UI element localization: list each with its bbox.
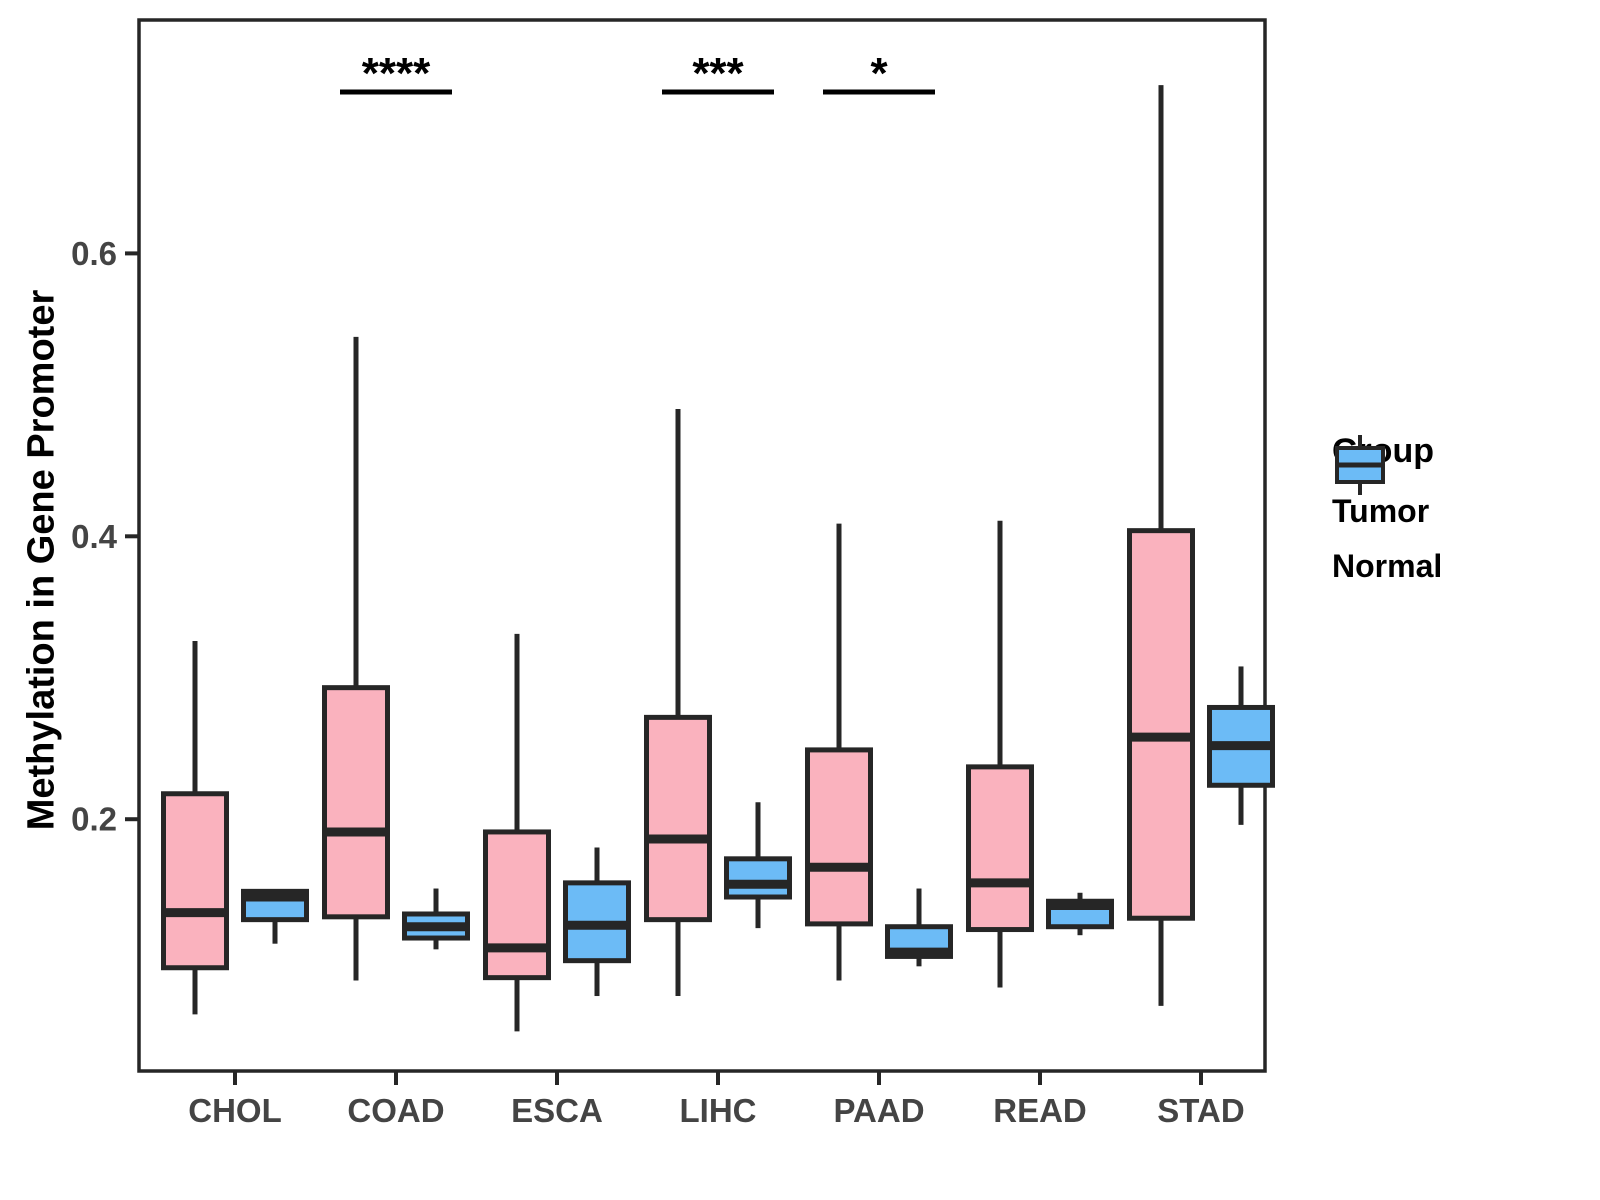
x-tick-label-STAD: STAD — [1157, 1092, 1244, 1129]
boxplot-LIHC-Tumor — [644, 408, 712, 997]
legend: Group Tumor Normal — [1332, 432, 1442, 603]
legend-label-tumor: Tumor — [1332, 493, 1430, 529]
box-iqr — [805, 747, 873, 927]
boxplot-COAD-Tumor — [322, 336, 390, 981]
boxplot-READ-Tumor — [966, 520, 1034, 988]
x-tick-label-READ: READ — [993, 1092, 1087, 1129]
y-tick-label: 0.2 — [71, 801, 117, 838]
box-iqr — [322, 685, 390, 920]
boxplot-ESCA-Normal — [563, 847, 631, 997]
box-iqr — [966, 764, 1034, 933]
boxplot-PAAD-Tumor — [805, 523, 873, 981]
box-iqr — [161, 791, 229, 971]
x-tick-label-LIHC: LIHC — [680, 1092, 757, 1129]
normal-boxplot-key-icon — [1335, 435, 1385, 495]
significance-COAD: **** — [340, 49, 452, 98]
box-iqr — [483, 829, 551, 981]
legend-item-tumor: Tumor — [1332, 435, 1442, 530]
significance-stars: * — [870, 49, 888, 98]
y-axis-title: Methylation in Gene Promoter — [20, 289, 63, 831]
significance-PAAD: * — [823, 49, 935, 98]
boxplot-READ-Normal — [1046, 892, 1114, 936]
x-tick-label-ESCA: ESCA — [511, 1092, 603, 1129]
boxplot-ESCA-Tumor — [483, 633, 551, 1032]
x-tick-label-CHOL: CHOL — [188, 1092, 282, 1129]
box-iqr — [1127, 528, 1195, 921]
y-tick-label: 0.6 — [71, 235, 117, 272]
boxplot-COAD-Normal — [402, 888, 470, 950]
boxplot-CHOL-Normal — [241, 888, 309, 944]
legend-item-normal: Normal — [1332, 435, 1443, 585]
box-iqr — [724, 856, 792, 900]
boxplot-LIHC-Normal — [724, 802, 792, 929]
x-tick-label-COAD: COAD — [347, 1092, 444, 1129]
significance-stars: **** — [362, 49, 431, 98]
significance-stars: *** — [692, 49, 744, 98]
boxplot-CHOL-Tumor — [161, 640, 229, 1015]
legend-label-normal: Normal — [1332, 548, 1443, 584]
x-tick-label-PAAD: PAAD — [833, 1092, 924, 1129]
y-tick-label: 0.4 — [71, 518, 118, 555]
panel-border — [137, 18, 1267, 1073]
box-iqr — [644, 714, 712, 923]
boxplot-STAD-Normal — [1207, 666, 1275, 825]
significance-LIHC: *** — [662, 49, 774, 98]
boxplot-PAAD-Normal — [885, 888, 953, 967]
boxplot-STAD-Tumor — [1127, 85, 1195, 1006]
